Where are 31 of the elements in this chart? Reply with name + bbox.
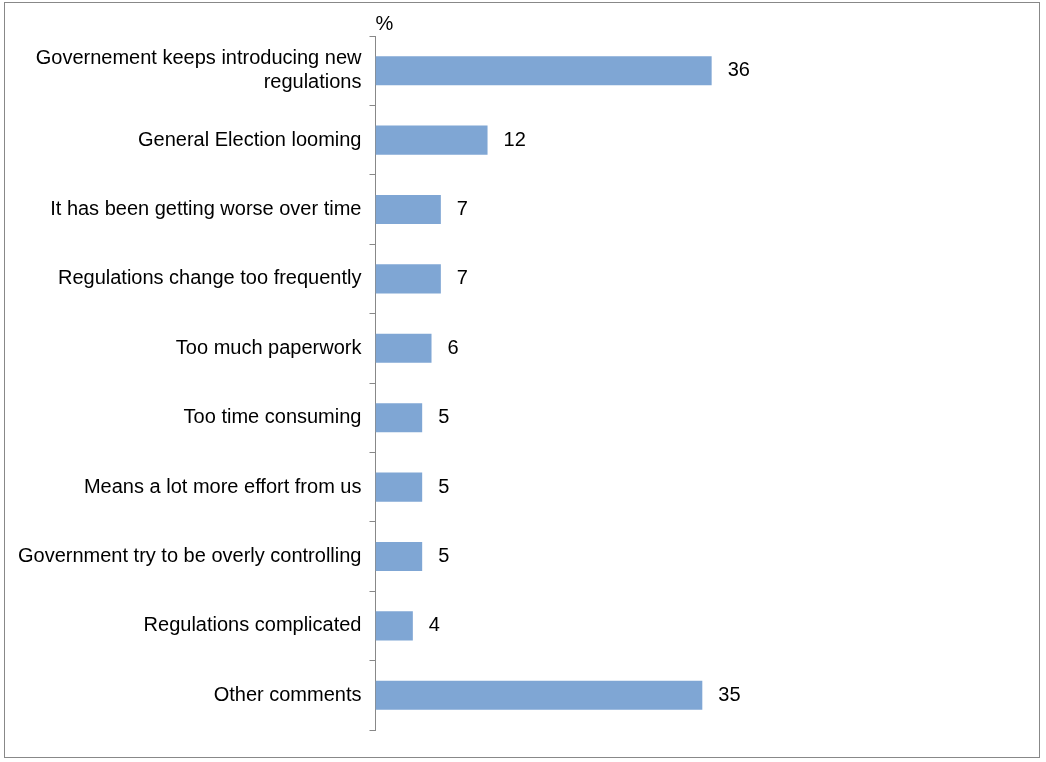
y-tick-label: General Election looming	[138, 127, 362, 150]
data-label: 4	[428, 613, 440, 636]
y-tick-label: Regulations complicated	[143, 613, 362, 636]
data-label: 7	[456, 266, 468, 289]
data-label: 5	[438, 474, 450, 497]
y-tick-label: Means a lot more effort from us	[83, 474, 362, 497]
bar	[375, 611, 413, 641]
data-label: 35	[718, 682, 741, 705]
data-label: 36	[727, 58, 750, 81]
bar	[375, 125, 488, 155]
bar	[375, 680, 703, 710]
y-tick-label: Government try to be overly controlling	[17, 544, 362, 567]
bar	[375, 472, 423, 502]
y-tick-label: Governement keeps introducing new regulations	[35, 46, 363, 93]
data-label: 5	[438, 405, 450, 428]
y-tick-label: It has been getting worse over time	[50, 197, 362, 220]
bar	[375, 541, 423, 572]
y-tick-label: Too much paperwork	[175, 335, 363, 358]
x-axis-title: %	[375, 11, 394, 34]
data-label: 7	[456, 197, 468, 220]
data-label: 6	[447, 335, 459, 358]
y-tick-label: Regulations change too frequently	[57, 266, 362, 289]
bar	[375, 264, 441, 294]
data-label: 5	[438, 544, 450, 567]
y-tick-label: Too time consuming	[183, 405, 362, 428]
bar	[375, 403, 423, 433]
bar	[375, 56, 712, 86]
bar	[375, 333, 432, 363]
data-label: 12	[503, 127, 526, 150]
bar	[375, 194, 441, 225]
y-tick-label: Other comments	[213, 682, 362, 705]
